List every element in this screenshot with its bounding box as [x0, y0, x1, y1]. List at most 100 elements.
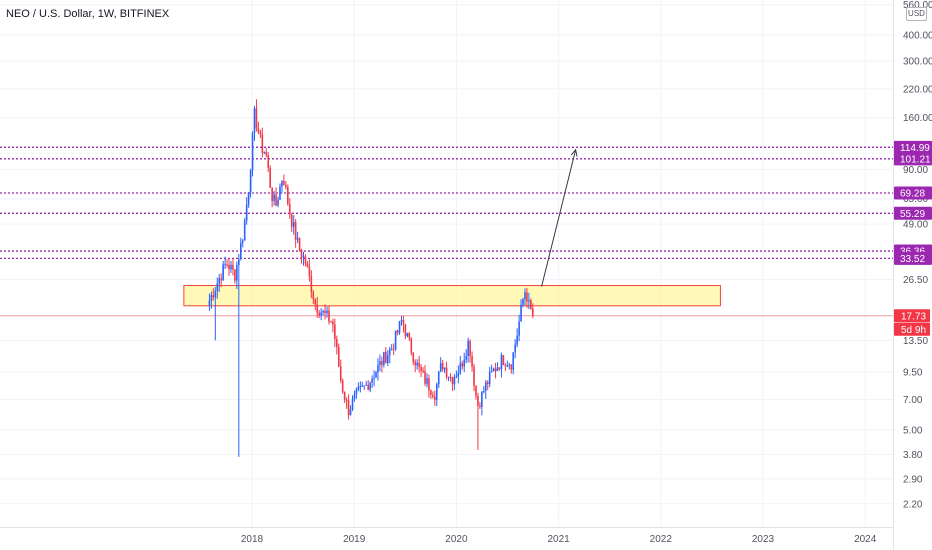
current-price-label: 17.73 [901, 311, 926, 322]
candle-body [310, 276, 313, 293]
y-tick-label: 2.20 [903, 499, 923, 510]
candle-body [477, 395, 479, 406]
candle-body [228, 264, 230, 270]
support-zone [183, 285, 721, 307]
candle-body [406, 333, 409, 337]
candle-body [508, 364, 511, 366]
candle-body [226, 264, 228, 266]
candle-body [337, 347, 340, 367]
candle-body [259, 132, 262, 135]
x-tick-label: 2023 [752, 534, 775, 545]
level-badge [894, 140, 932, 154]
candle-body [314, 299, 317, 305]
candle-body [332, 321, 334, 325]
candle-body [212, 295, 215, 298]
candle-body [385, 351, 387, 363]
candle-body [334, 324, 336, 340]
candle-body [447, 376, 450, 378]
y-tick-label: 300.00 [903, 56, 932, 67]
candle-body [257, 128, 260, 133]
candle-body [496, 367, 499, 372]
candle-body [412, 352, 415, 362]
y-tick-label: 9.50 [903, 367, 923, 378]
candle-body [428, 378, 430, 391]
level-badge [894, 251, 932, 265]
candle-body [418, 362, 420, 367]
candle-body [392, 348, 395, 350]
candle-body [402, 319, 405, 325]
y-tick-label: 90.00 [903, 165, 928, 176]
candle-body [424, 371, 426, 384]
candle-body [471, 356, 473, 367]
y-tick-label: 65.00 [903, 194, 928, 205]
candle-body [410, 338, 413, 353]
candle-body [345, 400, 348, 402]
candle-body [320, 312, 322, 316]
candle-body [275, 194, 277, 206]
candlestick-series [208, 99, 534, 457]
candle-body [488, 371, 491, 385]
candle-body [526, 292, 528, 302]
candle-body [426, 378, 428, 384]
candle-body [290, 214, 293, 227]
price-axis[interactable]: 560.00 400.00 300.00 220.00 160.00 90.00 65.00… [893, 0, 932, 550]
candle-body [351, 399, 354, 410]
candle-body [241, 240, 244, 243]
candle-body [222, 264, 224, 281]
candle-body [296, 238, 299, 240]
candle-body [287, 187, 289, 204]
candle-body [343, 391, 346, 401]
candle-body [292, 222, 295, 227]
candle-body [312, 292, 315, 300]
chart-grid [0, 0, 893, 527]
candle-body [532, 308, 534, 316]
candle-body [271, 187, 273, 201]
candle-body [261, 134, 264, 153]
candle-body [220, 278, 222, 281]
x-tick-label: 2021 [547, 534, 570, 545]
projection-arrow-line [541, 149, 577, 287]
candle-body [363, 385, 366, 387]
candle-body [445, 367, 448, 377]
candle-body [367, 384, 369, 390]
candle-body [498, 367, 501, 370]
candle-body [236, 265, 238, 281]
candle-body [359, 385, 362, 387]
candle-body [245, 204, 248, 221]
candle-body [326, 310, 328, 314]
x-tick-label: 2024 [854, 534, 877, 545]
level-badge-label: 55.29 [900, 209, 925, 220]
candle-body [247, 192, 250, 205]
candle-body [330, 321, 332, 323]
candle-body [302, 256, 305, 258]
candle-body [308, 266, 311, 277]
candle-body [277, 199, 279, 206]
currency-button[interactable]: USD [906, 7, 927, 21]
candle-body [494, 368, 497, 372]
candle-body [265, 152, 268, 156]
candle-body [404, 324, 407, 337]
time-axis[interactable]: 2018 2019 2020 2021 2022 2023 2024 [0, 527, 893, 546]
countdown-badge [894, 322, 930, 336]
candle-body [298, 238, 301, 250]
candle-body [504, 365, 507, 367]
candle-body [516, 335, 518, 345]
candle-body [459, 363, 462, 373]
candle-body [279, 186, 281, 200]
candle-body [355, 389, 358, 395]
candle-body [316, 304, 319, 313]
candle-body [441, 363, 444, 370]
candle-body [375, 372, 377, 378]
candle-body [281, 181, 283, 187]
support-zone-layer [183, 285, 721, 307]
candle-body [232, 264, 234, 270]
candle-body [520, 304, 522, 322]
candle-body [349, 409, 352, 416]
x-tick-label: 2019 [343, 534, 366, 545]
y-tick-label: 3.80 [903, 450, 923, 461]
horizontal-levels [0, 146, 893, 317]
candle-body [253, 108, 256, 134]
y-tick-label: 49.00 [903, 220, 928, 231]
candle-body [210, 295, 213, 301]
